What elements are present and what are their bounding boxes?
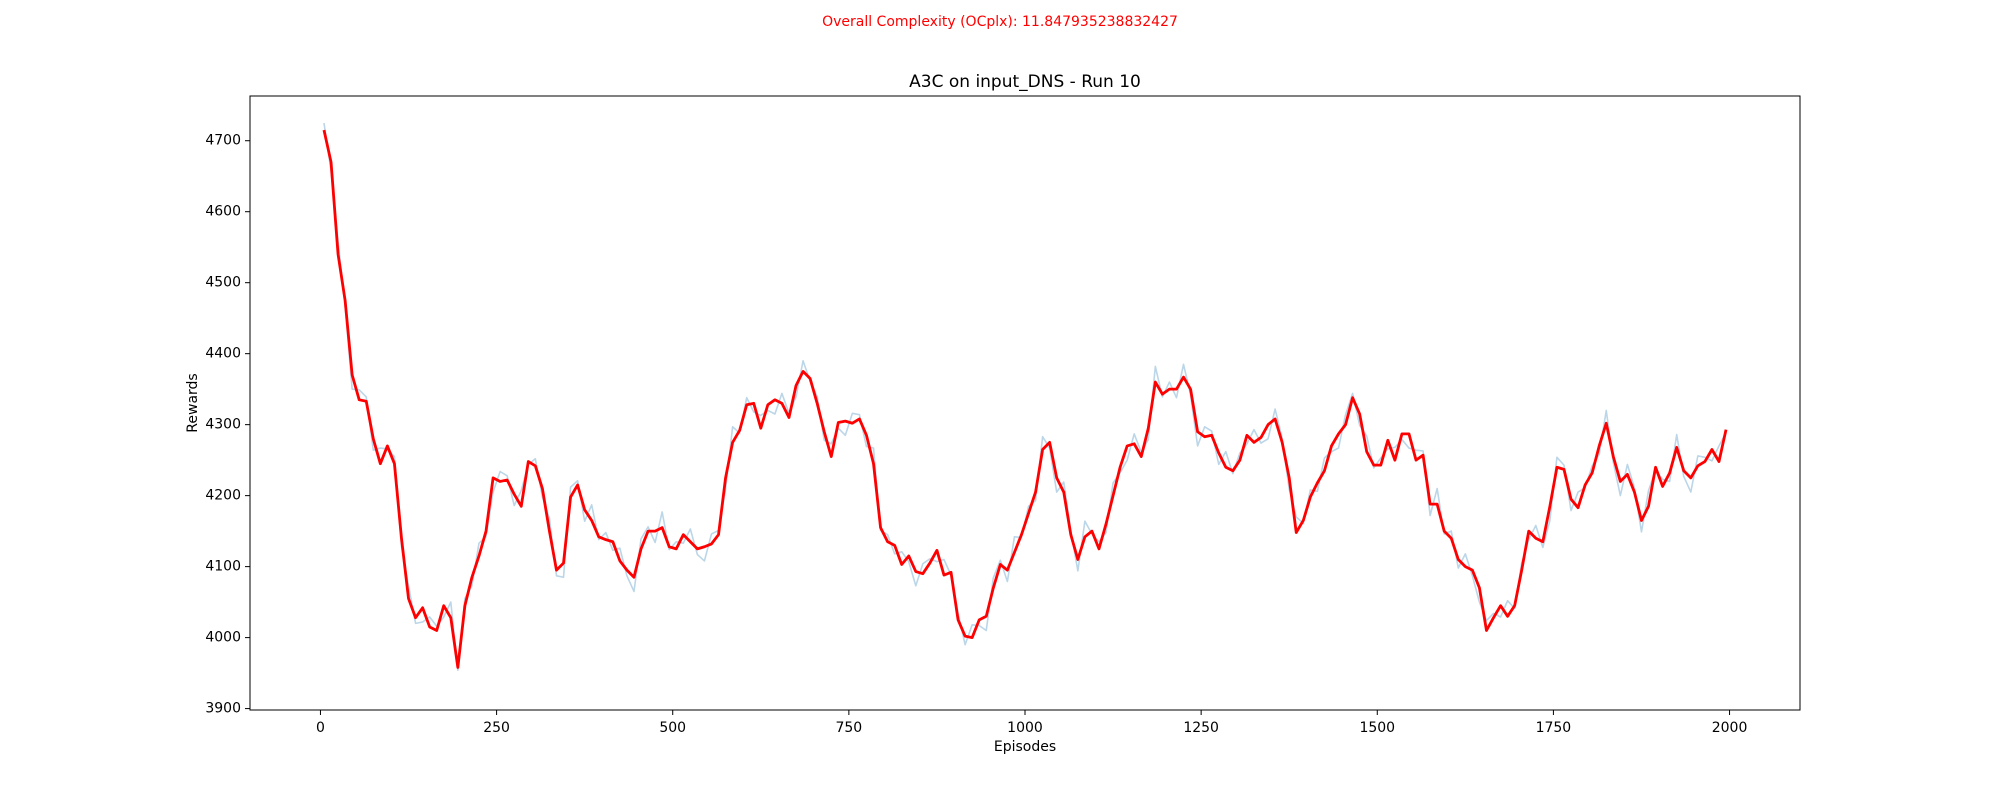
y-tick-label: 4300 — [205, 417, 241, 433]
y-axis-label: Rewards — [185, 373, 201, 432]
y-tick-label: 4200 — [205, 488, 241, 504]
y-tick-label: 3900 — [205, 701, 241, 717]
x-tick-label: 750 — [835, 720, 862, 736]
y-tick-label: 4600 — [205, 204, 241, 220]
chart-title: A3C on input_DNS - Run 10 — [909, 72, 1141, 92]
y-tick-label: 4100 — [205, 559, 241, 575]
x-tick-label: 2000 — [1712, 720, 1748, 736]
x-tick-label: 1750 — [1536, 720, 1572, 736]
x-tick-label: 1500 — [1359, 720, 1395, 736]
y-tick-label: 4500 — [205, 275, 241, 291]
y-tick-label: 4700 — [205, 133, 241, 149]
x-tick-label: 0 — [316, 720, 325, 736]
smoothed-line — [322, 129, 1728, 669]
x-tick-label: 1000 — [1007, 720, 1043, 736]
x-tick-label: 1250 — [1183, 720, 1219, 736]
x-tick-label: 500 — [659, 720, 686, 736]
y-tick-label: 4400 — [205, 346, 241, 362]
x-axis-label: Episodes — [994, 739, 1056, 755]
y-tick-label: 4000 — [205, 630, 241, 646]
plot-area — [322, 122, 1728, 672]
x-tick-label: 250 — [483, 720, 510, 736]
suptitle: Overall Complexity (OCplx): 11.847935238… — [822, 14, 1178, 30]
